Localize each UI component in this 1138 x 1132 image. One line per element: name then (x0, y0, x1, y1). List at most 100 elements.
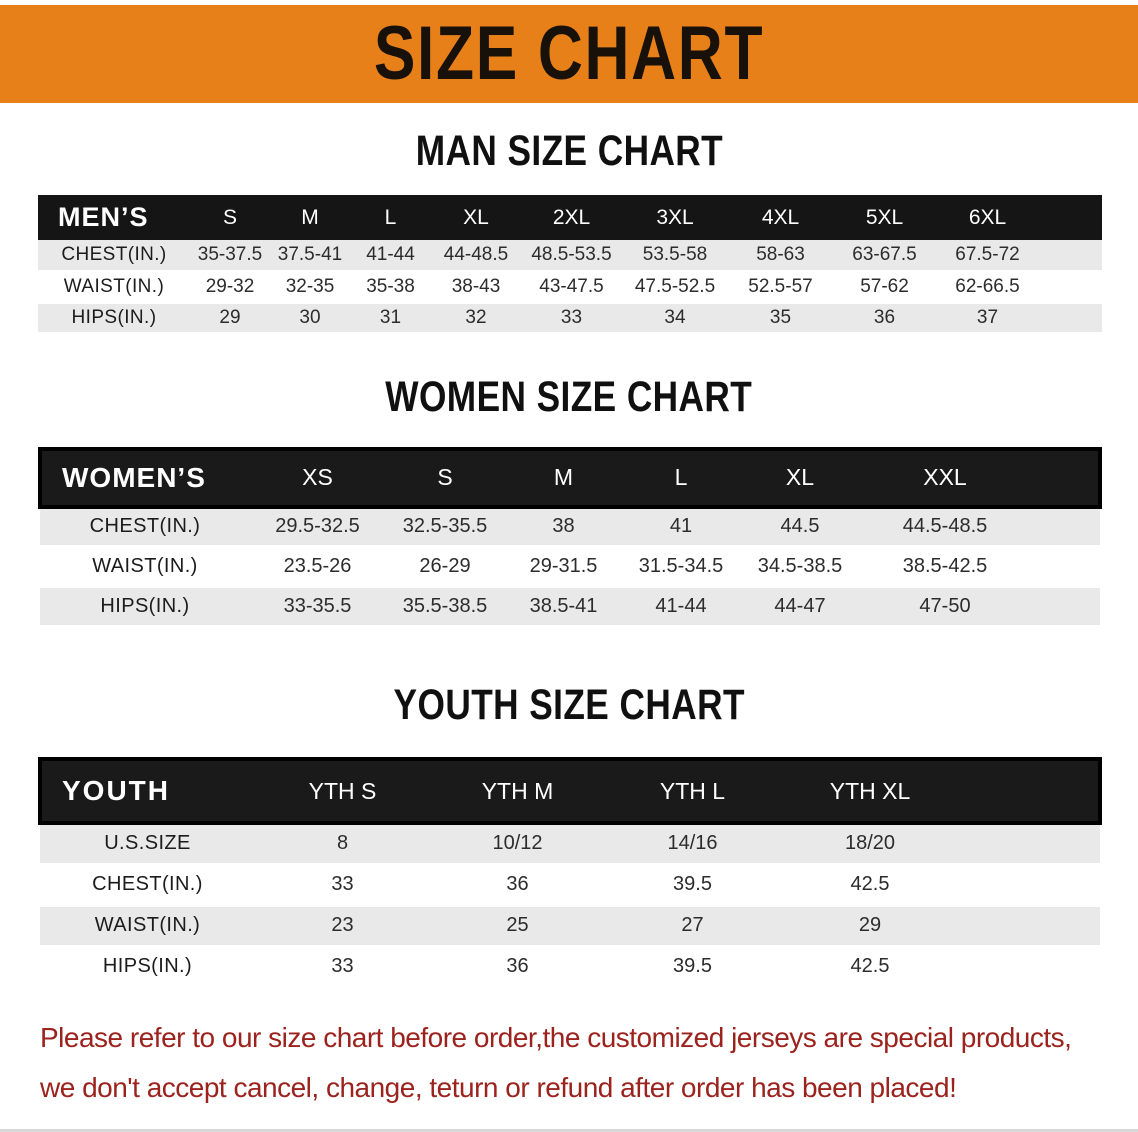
youth-size-chart-heading: YOUTH SIZE CHART (0, 683, 1138, 727)
table-row: HIPS(IN.) 33-35.5 35.5-38.5 38.5-41 41-44 44-… (40, 586, 1100, 628)
value-cell: 31 (350, 302, 431, 335)
table-row: HIPS(IN.) 29 30 31 32 33 34 35 36 37 (38, 302, 1102, 335)
value-filler-cell (1030, 506, 1100, 548)
column-header-cell: M (505, 446, 622, 509)
table-row: WAIST(IN.) 23 25 27 29 (40, 905, 1100, 948)
value-cell: 47-50 (860, 586, 1030, 628)
value-cell: 37 (936, 302, 1039, 335)
value-cell: 33 (255, 864, 430, 907)
disclaimer: Please refer to our size chart before or… (0, 1013, 1138, 1113)
value-cell: 44-47 (740, 586, 860, 628)
row-label-cell: CHEST(IN.) (38, 240, 190, 273)
column-header-cell: S (385, 446, 505, 509)
column-header-cell: YTH M (430, 757, 605, 825)
value-cell: 37.5-41 (270, 240, 350, 273)
value-filler-cell (1039, 271, 1102, 304)
value-cell: 36 (430, 946, 605, 989)
value-cell: 29.5-32.5 (250, 506, 385, 548)
value-cell: 36 (430, 864, 605, 907)
youth-size-chart-heading-text: YOUTH SIZE CHART (393, 681, 745, 729)
table-header-row: YOUTH YTH S YTH M YTH L YTH XL (38, 757, 1102, 825)
table-title-cell: YOUTH (38, 757, 255, 825)
disclaimer-line-1: Please refer to our size chart before or… (40, 1021, 1072, 1053)
value-cell: 44.5 (740, 506, 860, 548)
value-cell: 29 (190, 302, 270, 335)
value-cell: 35.5-38.5 (385, 586, 505, 628)
value-filler-cell (960, 905, 1100, 948)
column-header-cell: YTH S (255, 757, 430, 825)
column-header-cell: 4XL (728, 195, 833, 240)
man-size-chart-heading: MAN SIZE CHART (0, 129, 1138, 173)
row-label-cell: HIPS(IN.) (40, 946, 255, 989)
value-cell: 38.5-41 (505, 586, 622, 628)
column-header-cell: XL (431, 195, 521, 240)
value-cell: 39.5 (605, 864, 780, 907)
table-title-cell: WOMEN’S (38, 446, 250, 509)
header-filler-cell (1030, 446, 1102, 509)
row-label-cell: CHEST(IN.) (40, 864, 255, 907)
value-cell: 52.5-57 (728, 271, 833, 304)
value-cell: 32.5-35.5 (385, 506, 505, 548)
value-cell: 29-31.5 (505, 546, 622, 588)
section-women: WOMEN SIZE CHART WOMEN’S XS S M L XL XXL CHEST(… (0, 372, 1138, 628)
youth-size-table: YOUTH YTH S YTH M YTH L YTH XL U.S.SIZE 8 10/12… (38, 757, 1102, 989)
value-cell: 42.5 (780, 946, 960, 989)
value-cell: 38-43 (431, 271, 521, 304)
column-header-cell: L (350, 195, 431, 240)
row-label-cell: U.S.SIZE (40, 823, 255, 866)
man-size-chart-heading-text: MAN SIZE CHART (415, 127, 723, 175)
value-cell: 33 (521, 302, 622, 335)
table-row: HIPS(IN.) 33 36 39.5 42.5 (40, 946, 1100, 989)
value-cell: 39.5 (605, 946, 780, 989)
column-header-cell: 6XL (936, 195, 1039, 240)
row-label-cell: HIPS(IN.) (38, 302, 190, 335)
value-cell: 25 (430, 905, 605, 948)
column-header-cell: 3XL (622, 195, 728, 240)
table-header-row: WOMEN’S XS S M L XL XXL (38, 446, 1102, 509)
header-filler-cell (960, 757, 1102, 825)
value-cell: 41 (622, 506, 740, 548)
table-row: U.S.SIZE 8 10/12 14/16 18/20 (40, 823, 1100, 866)
banner: SIZE CHART (0, 5, 1138, 103)
table-row: WAIST(IN.) 23.5-26 26-29 29-31.5 31.5-34.5 34… (40, 546, 1100, 588)
value-cell: 35 (728, 302, 833, 335)
women-size-table: WOMEN’S XS S M L XL XXL CHEST(IN.) 29.5-32.5 32.5… (38, 446, 1102, 628)
column-header-cell: YTH XL (780, 757, 960, 825)
value-cell: 41-44 (350, 240, 431, 273)
table-row: CHEST(IN.) 33 36 39.5 42.5 (40, 864, 1100, 907)
column-header-cell: S (190, 195, 270, 240)
bottom-edge-strip (0, 1129, 1138, 1132)
value-cell: 67.5-72 (936, 240, 1039, 273)
value-cell: 29 (780, 905, 960, 948)
value-filler-cell (1030, 546, 1100, 588)
value-cell: 35-37.5 (190, 240, 270, 273)
value-cell: 35-38 (350, 271, 431, 304)
column-header-cell: M (270, 195, 350, 240)
value-cell: 23 (255, 905, 430, 948)
value-cell: 57-62 (833, 271, 936, 304)
row-label-cell: CHEST(IN.) (40, 506, 250, 548)
value-cell: 8 (255, 823, 430, 866)
column-header-cell: XS (250, 446, 385, 509)
row-label-cell: HIPS(IN.) (40, 586, 250, 628)
value-cell: 14/16 (605, 823, 780, 866)
table-header-row: MEN’S S M L XL 2XL 3XL 4XL 5XL 6XL (38, 195, 1102, 240)
disclaimer-line-2: we don't accept cancel, change, teturn o… (40, 1071, 957, 1103)
value-filler-cell (1039, 302, 1102, 335)
value-cell: 38 (505, 506, 622, 548)
value-cell: 44-48.5 (431, 240, 521, 273)
value-cell: 27 (605, 905, 780, 948)
value-filler-cell (1039, 240, 1102, 273)
value-cell: 31.5-34.5 (622, 546, 740, 588)
column-header-cell: XL (740, 446, 860, 509)
column-header-cell: XXL (860, 446, 1030, 509)
value-filler-cell (1030, 586, 1100, 628)
value-cell: 29-32 (190, 271, 270, 304)
section-youth: YOUTH SIZE CHART YOUTH YTH S YTH M YTH L YTH… (0, 683, 1138, 989)
value-cell: 62-66.5 (936, 271, 1039, 304)
table-row: CHEST(IN.) 29.5-32.5 32.5-35.5 38 41 44.5 44.5… (40, 506, 1100, 548)
value-cell: 30 (270, 302, 350, 335)
value-cell: 48.5-53.5 (521, 240, 622, 273)
value-cell: 32-35 (270, 271, 350, 304)
women-size-chart-heading-text: WOMEN SIZE CHART (385, 372, 753, 421)
